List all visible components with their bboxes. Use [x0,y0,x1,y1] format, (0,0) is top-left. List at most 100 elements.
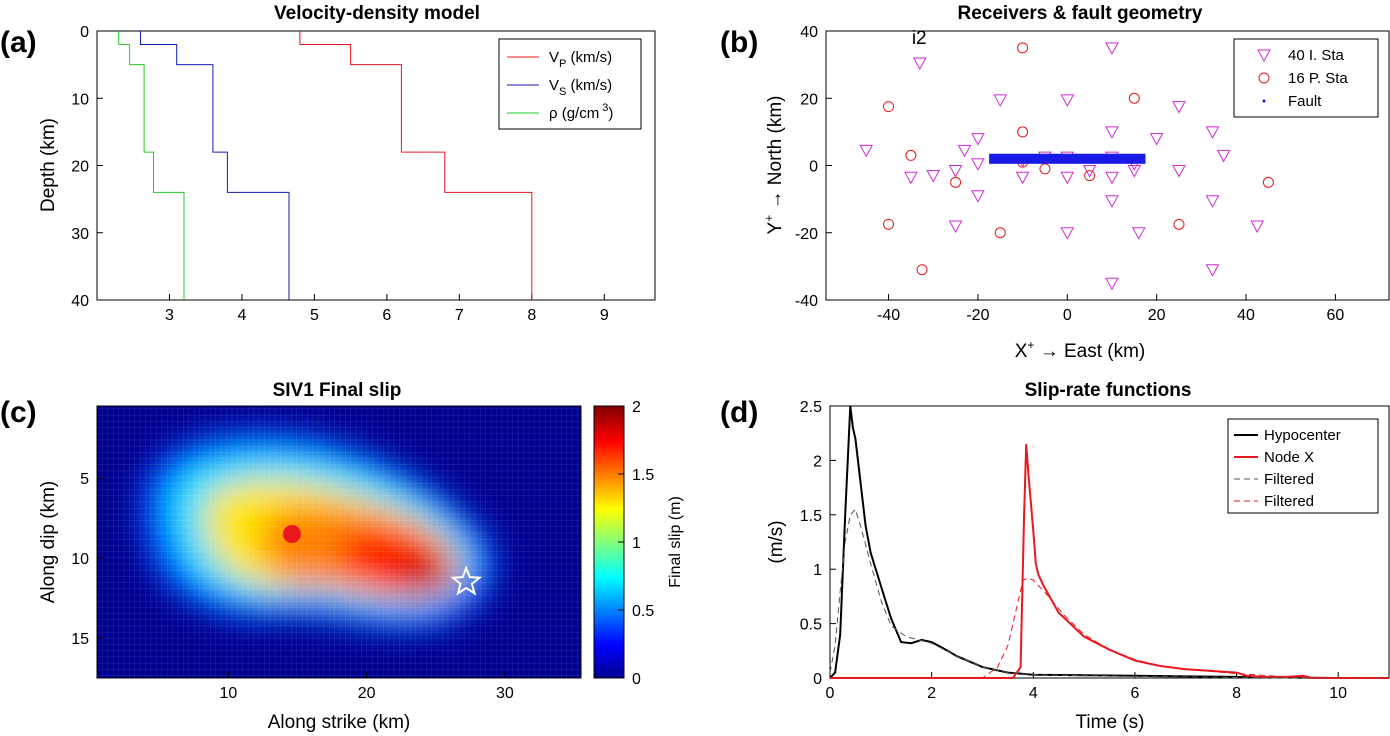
station-triangle [1149,133,1164,146]
legend-entry: Filtered [1264,471,1314,488]
y-axis-label-a: Depth (km) [38,118,59,212]
station-circle [883,101,895,113]
chart-title-d: Slip-rate functions [1025,380,1192,401]
legend-d: Hypocenter Node X Filtered Filtered [1227,418,1379,514]
panel-label-a: (a) [0,26,37,59]
plot-area-b: -40 -20 0 20 40 60 -40 -20 0 20 40 [795,24,1390,324]
star-marker [450,565,483,596]
legend-entry: Filtered [1264,493,1314,510]
x-tick-label: -40 [877,307,900,324]
plot-area-a: 3 4 5 6 7 8 9 0 10 20 30 40 [71,24,656,324]
station-circle [1017,126,1029,138]
legend-box [1233,38,1379,118]
station-triangle [948,220,963,234]
x-tick-label: 9 [600,307,609,324]
legend-entry: Fault [1288,93,1322,110]
station-triangle [1105,171,1119,185]
station-triangle [1105,277,1119,291]
series-line-2 [829,508,1389,679]
station-triangle [904,171,918,185]
station-circle [1039,163,1051,175]
station-triangle [1216,149,1231,163]
y-tick-label: -20 [795,226,818,243]
y-tick-label: 10 [71,551,89,568]
colorbar-tick-label: 0 [632,671,641,688]
x-axis-label-b: X+ → East (km) [1015,338,1146,362]
y-tick-label: 20 [800,91,818,108]
y-tick-label: 2 [813,453,822,470]
legend-entry: Node X [1264,449,1314,466]
station-triangle [1205,195,1220,208]
station-circle [883,218,895,230]
station-triangle [1250,220,1265,234]
x-tick-label: 10 [219,685,237,702]
x-tick-label: -20 [966,307,989,324]
station-circle [1173,218,1185,230]
legend-entry: 40 I. Sta [1288,47,1345,64]
station-triangle [859,144,874,158]
x-tick-label: 30 [496,685,514,702]
plot-area-c: 10 20 30 5 10 15 [71,405,582,702]
y-tick-label: 1.5 [800,508,822,525]
station-triangle [1060,227,1075,240]
station-circle [1128,92,1140,104]
legend-marker [1262,99,1266,103]
legend-entry: Hypocenter [1264,427,1341,444]
x-tick-label: 3 [165,307,174,324]
station-triangle [1172,165,1186,178]
y-axis-label-c: Along dip (km) [38,481,59,604]
station-triangle [1205,264,1220,277]
heatmap-c [97,406,581,678]
y-tick-label: -40 [795,293,818,310]
legend-entry: VP (km/s) [549,49,612,70]
panel-label-b: (b) [720,26,758,59]
x-tick-label: 6 [1130,685,1139,702]
y-tick-label: 30 [71,226,89,243]
station-circle [916,264,928,276]
legend-box [498,38,642,130]
series-line-1 [140,31,290,300]
station-triangle [957,144,972,158]
y-axis-label-d: (m/s) [766,520,787,563]
x-tick-label: 0 [1063,307,1072,324]
colorbar-label: Final slip (m) [667,496,684,588]
annotation-i2: i2 [912,28,927,49]
x-tick-label: 8 [527,307,536,324]
x-tick-label: 40 [1237,307,1255,324]
y-tick-label: 40 [800,24,818,41]
station-triangle [1060,171,1075,185]
station-triangle [1205,126,1220,139]
station-circle [950,176,962,188]
x-tick-label: 60 [1326,307,1344,324]
station-triangle [1105,126,1119,139]
station-triangle [1015,171,1030,185]
x-tick-label: 20 [1148,307,1166,324]
y-tick-label: 20 [71,159,89,176]
x-tick-label: 8 [1232,685,1241,702]
series-line-3 [830,577,1389,679]
station-triangle [1172,101,1186,114]
y-tick-label: 0 [813,671,822,688]
fault-trace [989,153,1146,164]
y-tick-label: 2.5 [800,399,822,416]
x-tick-label: 7 [455,307,464,324]
y-tick-label: 0 [80,24,89,41]
station-triangle [948,165,963,178]
legend-marker [1258,72,1270,84]
hypocenter-marker [282,525,301,543]
x-tick-label: 4 [237,307,246,324]
station-triangle [926,170,941,183]
colorbar-ticks: 0 0.5 1 1.5 2 [618,399,654,688]
station-circle [994,227,1006,239]
station-triangle [1127,165,1142,178]
station-triangle [1060,94,1075,107]
chart-title-c: SIV1 Final slip [273,380,402,401]
y-tick-label: 1 [813,562,822,579]
x-axis-label-c: Along strike (km) [268,712,411,733]
legend-b: 40 I. Sta 16 P. Sta Fault [1233,38,1379,118]
station-triangle [971,158,985,171]
legend-a: VP (km/s) VS (km/s) ρ (g/cm 3) [498,38,642,130]
x-axis-label-d: Time (s) [1076,712,1145,733]
colorbar-tick-label: 1 [632,535,641,552]
